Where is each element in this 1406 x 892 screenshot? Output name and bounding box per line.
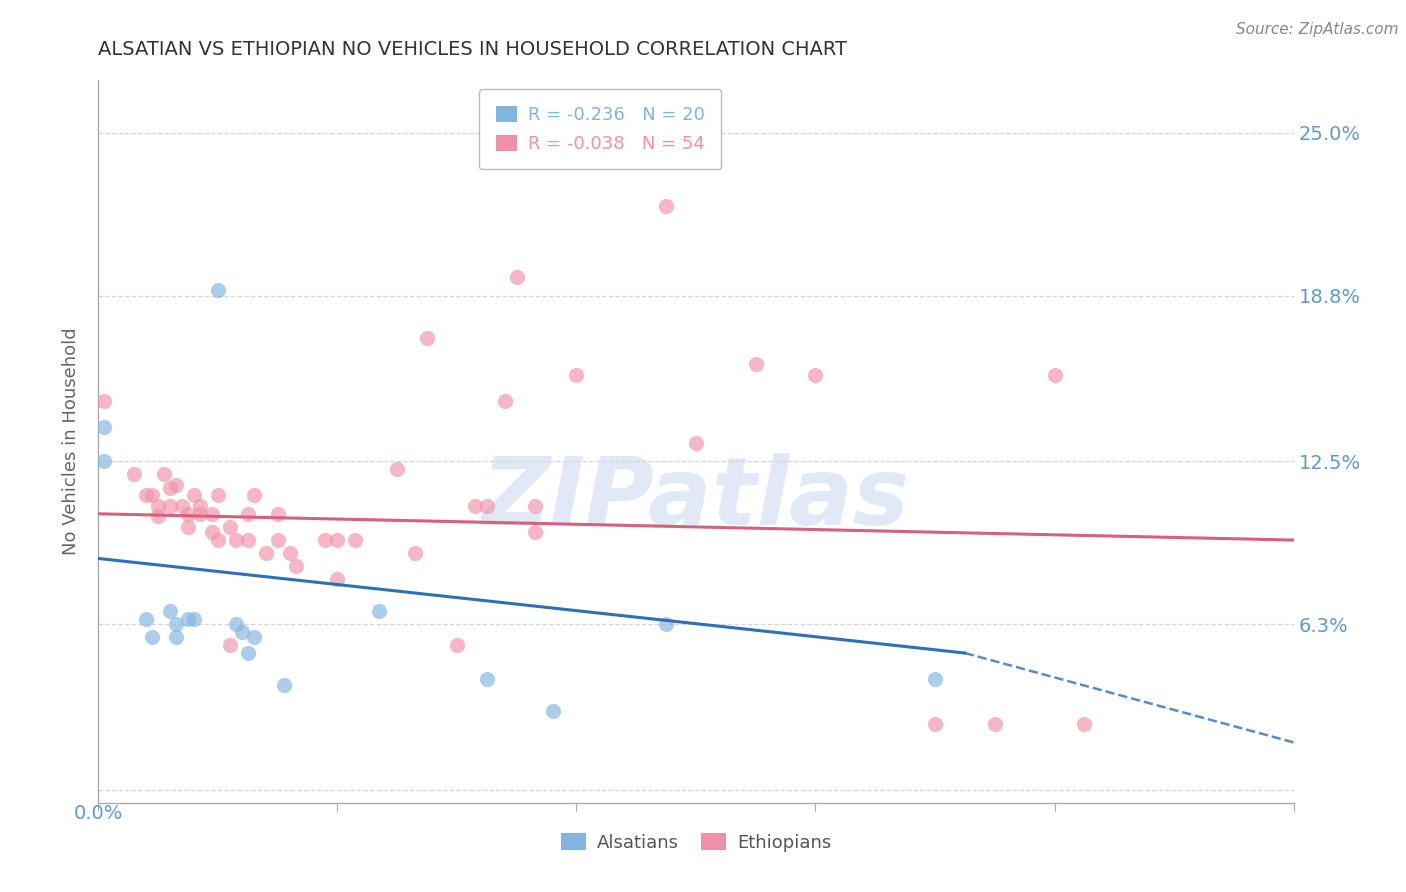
Point	[326, 573, 349, 587]
Point	[475, 673, 498, 687]
Point	[236, 646, 259, 660]
Point	[148, 509, 170, 524]
Point	[315, 533, 337, 547]
Point	[523, 499, 546, 513]
Point	[1043, 368, 1066, 382]
Point	[183, 612, 205, 626]
Point	[219, 520, 242, 534]
Point	[188, 499, 211, 513]
Point	[207, 533, 229, 547]
Point	[165, 630, 187, 644]
Point	[148, 499, 170, 513]
Point	[1073, 717, 1095, 731]
Point	[153, 467, 176, 482]
Point	[177, 520, 200, 534]
Point	[124, 467, 146, 482]
Point	[655, 199, 678, 213]
Point	[141, 488, 163, 502]
Text: Source: ZipAtlas.com: Source: ZipAtlas.com	[1236, 22, 1399, 37]
Text: 0.0%: 0.0%	[73, 804, 124, 822]
Point	[745, 357, 768, 371]
Point	[141, 630, 163, 644]
Point	[278, 546, 301, 560]
Point	[219, 638, 242, 652]
Y-axis label: No Vehicles in Household: No Vehicles in Household	[62, 327, 80, 556]
Point	[172, 499, 194, 513]
Point	[93, 454, 115, 468]
Point	[685, 435, 707, 450]
Point	[159, 481, 181, 495]
Point	[177, 612, 200, 626]
Point	[565, 368, 588, 382]
Point	[267, 507, 290, 521]
Point	[446, 638, 468, 652]
Point	[93, 393, 115, 408]
Point	[201, 507, 224, 521]
Point	[344, 533, 367, 547]
Point	[236, 533, 259, 547]
Point	[284, 559, 307, 574]
Point	[159, 499, 181, 513]
Point	[506, 270, 529, 285]
Point	[135, 488, 157, 502]
Point	[924, 673, 946, 687]
Point	[655, 617, 678, 632]
Point	[165, 478, 187, 492]
Legend: Alsatians, Ethiopians: Alsatians, Ethiopians	[554, 826, 838, 859]
Point	[464, 499, 486, 513]
Point	[165, 617, 187, 632]
Point	[225, 617, 247, 632]
Point	[475, 499, 498, 513]
Point	[177, 507, 200, 521]
Point	[201, 525, 224, 540]
Point	[183, 488, 205, 502]
Point	[159, 604, 181, 618]
Point	[523, 525, 546, 540]
Point	[924, 717, 946, 731]
Point	[404, 546, 426, 560]
Point	[225, 533, 247, 547]
Point	[231, 625, 253, 640]
Point	[243, 630, 266, 644]
Point	[368, 604, 391, 618]
Point	[385, 462, 409, 476]
Point	[494, 393, 516, 408]
Text: ZIPatlas: ZIPatlas	[482, 453, 910, 545]
Point	[326, 533, 349, 547]
Point	[416, 331, 439, 345]
Point	[254, 546, 277, 560]
Point	[236, 507, 259, 521]
Point	[273, 677, 295, 691]
Point	[243, 488, 266, 502]
Point	[207, 488, 229, 502]
Text: ALSATIAN VS ETHIOPIAN NO VEHICLES IN HOUSEHOLD CORRELATION CHART: ALSATIAN VS ETHIOPIAN NO VEHICLES IN HOU…	[98, 40, 848, 59]
Point	[207, 284, 229, 298]
Point	[93, 420, 115, 434]
Point	[188, 507, 211, 521]
Point	[267, 533, 290, 547]
Point	[984, 717, 1007, 731]
Point	[804, 368, 827, 382]
Point	[541, 704, 564, 718]
Point	[135, 612, 157, 626]
